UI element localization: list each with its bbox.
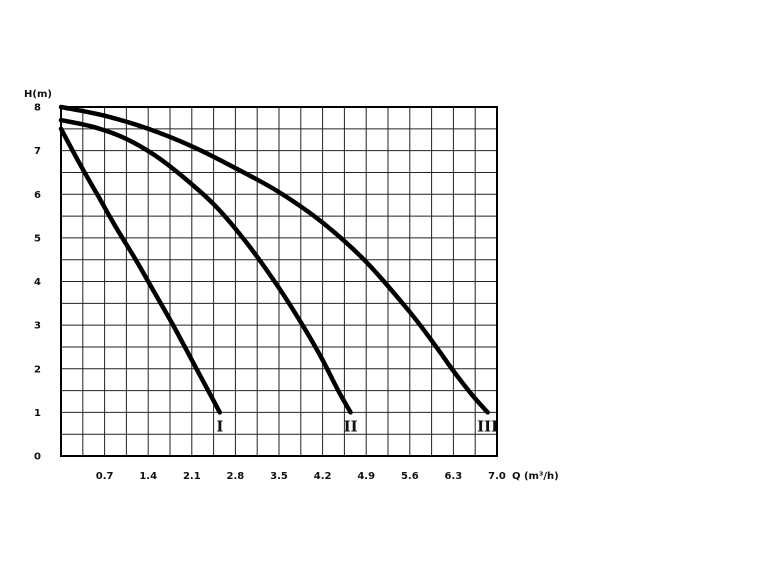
x-tick-label: 4.9 xyxy=(357,471,375,482)
x-tick-label: 6.3 xyxy=(445,471,463,482)
grid xyxy=(61,107,497,456)
x-tick-labels: 0.7 1.4 2.1 2.8 3.5 4.2 4.9 5.6 6.3 7.0 xyxy=(96,471,506,482)
curve-label-III: III xyxy=(477,417,498,435)
curve-I xyxy=(58,126,223,415)
x-axis-label: Q (m³/h) xyxy=(512,471,559,482)
y-tick-labels: 0 1 2 3 4 5 6 7 8 xyxy=(34,103,41,463)
y-tick-label: 2 xyxy=(34,364,41,375)
x-tick-label: 7.0 xyxy=(488,471,506,482)
curve-label-I: I xyxy=(216,417,223,435)
plot-frame xyxy=(60,106,498,457)
x-tick-label: 5.6 xyxy=(401,471,419,482)
y-tick-label: 3 xyxy=(34,321,41,332)
curve-labels: I II III xyxy=(216,417,498,435)
y-tick-label: 8 xyxy=(34,103,41,114)
y-tick-label: 6 xyxy=(34,190,41,201)
x-tick-label: 4.2 xyxy=(314,471,332,482)
y-tick-label: 1 xyxy=(34,408,41,419)
x-tick-label: 2.8 xyxy=(227,471,245,482)
x-tick-label: 3.5 xyxy=(270,471,288,482)
y-tick-label: 7 xyxy=(34,146,41,157)
curve-II xyxy=(58,117,353,415)
y-tick-label: 0 xyxy=(34,452,41,463)
curve-III xyxy=(58,104,490,415)
curve-label-II: II xyxy=(344,417,358,435)
y-axis-label: H(m) xyxy=(24,89,52,100)
y-tick-label: 5 xyxy=(34,233,41,244)
x-tick-label: 2.1 xyxy=(183,471,201,482)
curves xyxy=(58,104,490,415)
x-tick-label: 0.7 xyxy=(96,471,114,482)
x-tick-label: 1.4 xyxy=(139,471,157,482)
y-tick-label: 4 xyxy=(34,277,41,288)
